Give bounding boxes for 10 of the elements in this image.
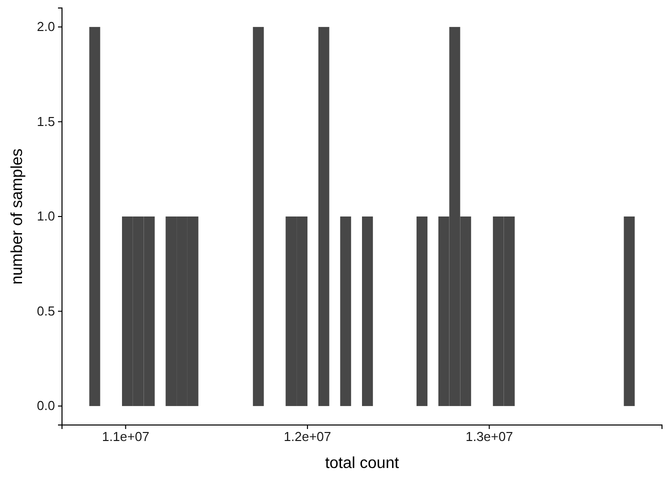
- y-tick-label: 0.0: [36, 398, 55, 414]
- x-tick-label: 1.3e+07: [466, 429, 513, 444]
- y-tick-label: 1.0: [36, 208, 55, 224]
- x-tick-label: 1.2e+07: [284, 429, 332, 444]
- y-tick-label: 2.0: [36, 19, 55, 34]
- y-axis-title: number of samples: [9, 148, 26, 285]
- x-axis-title: total count: [325, 455, 400, 472]
- y-tick-label: 0.5: [36, 303, 55, 318]
- y-tick-label: 1.5: [36, 114, 55, 129]
- x-tick-label: 1.1e+07: [102, 429, 150, 444]
